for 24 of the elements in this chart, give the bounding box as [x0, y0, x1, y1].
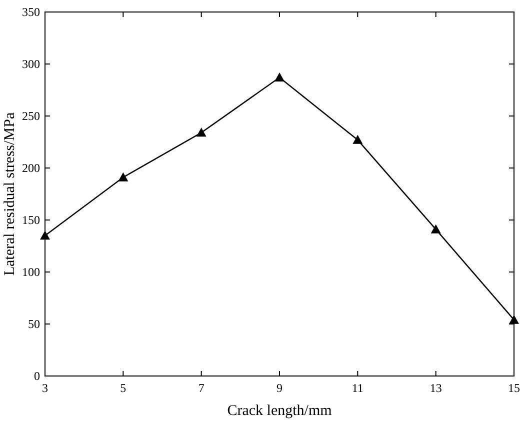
y-tick-label: 350 [22, 5, 40, 19]
point [352, 134, 363, 144]
y-tick-label: 200 [22, 161, 40, 175]
x-tick-label: 13 [430, 381, 442, 395]
y-axis-title: Lateral residual stress/MPa [2, 112, 18, 276]
y-tick-label: 300 [22, 57, 40, 71]
y-tick-label: 100 [22, 265, 40, 279]
point [196, 128, 206, 137]
point [40, 230, 50, 240]
x-tick-label: 11 [352, 381, 364, 395]
y-tick-label: 250 [22, 109, 40, 123]
x-tick-label: 7 [198, 381, 204, 395]
x-axis-title: Crack length/mm [227, 403, 332, 419]
y-tick-label: 150 [22, 213, 40, 227]
point [118, 172, 128, 182]
point [274, 72, 284, 82]
x-tick-label: 15 [508, 381, 520, 395]
x-tick-label: 3 [42, 381, 48, 395]
y-tick-label: 0 [34, 369, 40, 383]
x-tick-label: 9 [276, 381, 282, 395]
y-tick-label: 50 [28, 317, 40, 331]
x-tick-label: 5 [120, 381, 126, 395]
point [509, 314, 519, 324]
point [430, 224, 441, 234]
